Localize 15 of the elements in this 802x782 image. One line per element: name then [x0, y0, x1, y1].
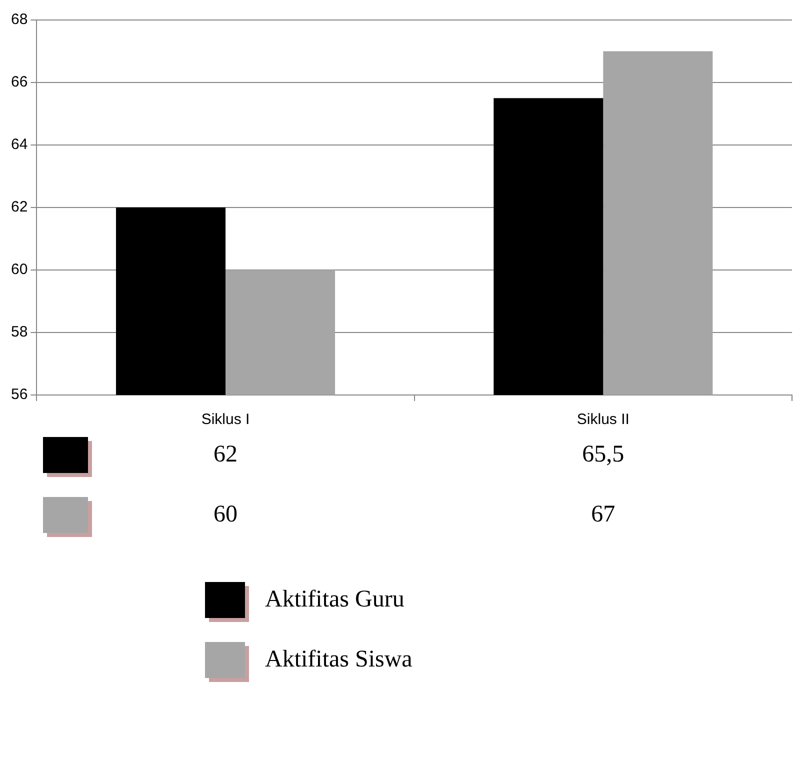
y-tick-label: 64 — [10, 136, 28, 154]
y-tick-label: 66 — [10, 74, 28, 91]
legend-label: Aktifitas Siswa — [265, 646, 413, 672]
x-tick-label: Siklus I — [201, 411, 250, 428]
y-tick-label: 60 — [10, 261, 28, 278]
y-tick-label: 62 — [10, 198, 28, 216]
x-tick-label: Siklus II — [576, 411, 630, 428]
data-label: 67 — [591, 501, 616, 528]
data-label: 60 — [214, 501, 238, 528]
data-label: 65,5 — [582, 441, 624, 468]
data-label: 62 — [214, 441, 238, 468]
y-tick-label: 56 — [10, 386, 28, 404]
legend-label: Aktifitas Guru — [265, 586, 404, 612]
y-tick-label: 68 — [10, 11, 28, 28]
y-tick-label: 58 — [10, 324, 28, 341]
